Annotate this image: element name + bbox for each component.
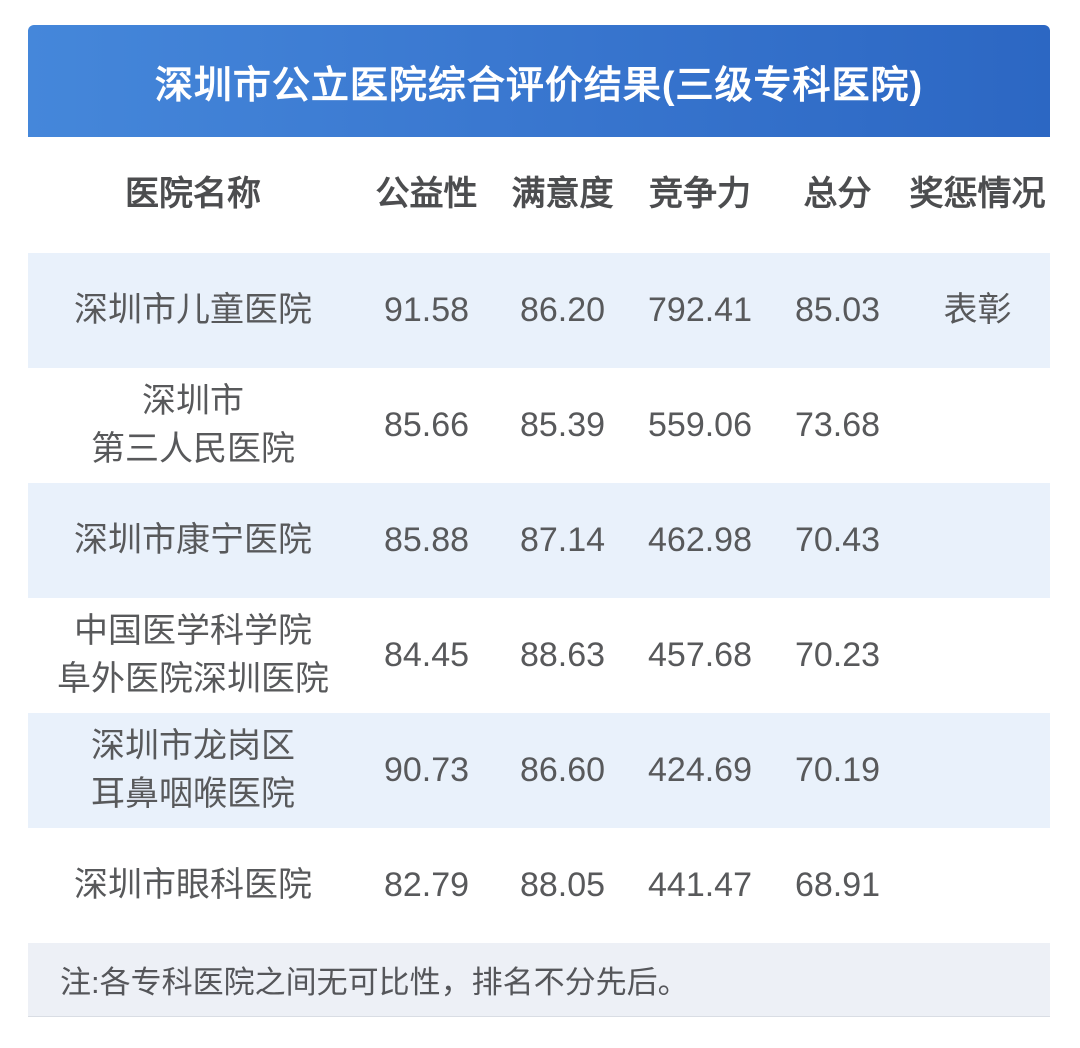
public-welfare-cell: 91.58 xyxy=(383,290,470,329)
column-header-total-score: 总分 xyxy=(803,175,872,214)
competitiveness-cell: 441.47 xyxy=(648,865,752,904)
hospital-name-cell: 中国医学科学院 阜外医院深圳医院 xyxy=(57,611,329,698)
table-row: 深圳市眼科医院 82.79 88.05 441.47 68.91 xyxy=(28,828,1050,943)
competitiveness-cell: 457.68 xyxy=(648,635,752,674)
public-welfare-cell: 90.73 xyxy=(383,750,470,789)
footnote-text: 注:各专科医院之间无可比性，排名不分先后。 xyxy=(60,965,689,1000)
total-score-cell: 73.68 xyxy=(794,405,881,444)
table-row: 深圳市康宁医院 85.88 87.14 462.98 70.43 xyxy=(28,483,1050,598)
competitiveness-cell: 462.98 xyxy=(648,520,752,559)
competitiveness-cell: 424.69 xyxy=(648,750,752,789)
hospital-name-cell: 深圳市眼科医院 xyxy=(74,865,312,904)
reward-cell: 表彰 xyxy=(943,290,1012,329)
satisfaction-cell: 88.05 xyxy=(519,865,606,904)
total-score-cell: 68.91 xyxy=(794,865,881,904)
column-header-reward-punishment: 奖惩情况 xyxy=(909,175,1046,214)
total-score-cell: 85.03 xyxy=(794,290,881,329)
hospital-name-cell: 深圳市龙岗区 耳鼻咽喉医院 xyxy=(91,726,295,813)
public-welfare-cell: 85.66 xyxy=(383,405,470,444)
column-header-hospital-name: 医院名称 xyxy=(125,175,261,214)
table-title-bar: 深圳市公立医院综合评价结果(三级专科医院) xyxy=(28,25,1050,137)
public-welfare-cell: 82.79 xyxy=(383,865,470,904)
footnote-bar: 注:各专科医院之间无可比性，排名不分先后。 xyxy=(28,943,1050,1017)
column-header-public-welfare: 公益性 xyxy=(375,175,478,214)
public-welfare-cell: 85.88 xyxy=(383,520,470,559)
competitiveness-cell: 792.41 xyxy=(648,290,752,329)
table-row: 深圳市龙岗区 耳鼻咽喉医院 90.73 86.60 424.69 70.19 xyxy=(28,713,1050,828)
column-header-satisfaction: 满意度 xyxy=(511,175,614,214)
hospital-name-cell: 深圳市儿童医院 xyxy=(74,290,312,329)
total-score-cell: 70.43 xyxy=(794,520,881,559)
column-header-competitiveness: 竞争力 xyxy=(649,175,751,214)
total-score-cell: 70.23 xyxy=(794,635,881,674)
satisfaction-cell: 86.20 xyxy=(519,290,606,329)
table-row: 深圳市 第三人民医院 85.66 85.39 559.06 73.68 xyxy=(28,368,1050,483)
satisfaction-cell: 87.14 xyxy=(519,520,606,559)
column-header-row: 医院名称 公益性 满意度 竞争力 总分 奖惩情况 xyxy=(28,137,1050,253)
competitiveness-cell: 559.06 xyxy=(648,405,752,444)
table-row: 深圳市儿童医院 91.58 86.20 792.41 85.03 表彰 xyxy=(28,253,1050,368)
satisfaction-cell: 88.63 xyxy=(519,635,606,674)
hospital-name-cell: 深圳市 第三人民医院 xyxy=(91,381,295,468)
evaluation-table: 深圳市公立医院综合评价结果(三级专科医院) 医院名称 公益性 满意度 竞争力 总… xyxy=(28,25,1050,1017)
table-row: 中国医学科学院 阜外医院深圳医院 84.45 88.63 457.68 70.2… xyxy=(28,598,1050,713)
total-score-cell: 70.19 xyxy=(794,750,881,789)
public-welfare-cell: 84.45 xyxy=(383,635,470,674)
hospital-name-cell: 深圳市康宁医院 xyxy=(74,520,312,559)
satisfaction-cell: 85.39 xyxy=(519,405,606,444)
table-title: 深圳市公立医院综合评价结果(三级专科医院) xyxy=(154,64,924,107)
satisfaction-cell: 86.60 xyxy=(519,750,606,789)
